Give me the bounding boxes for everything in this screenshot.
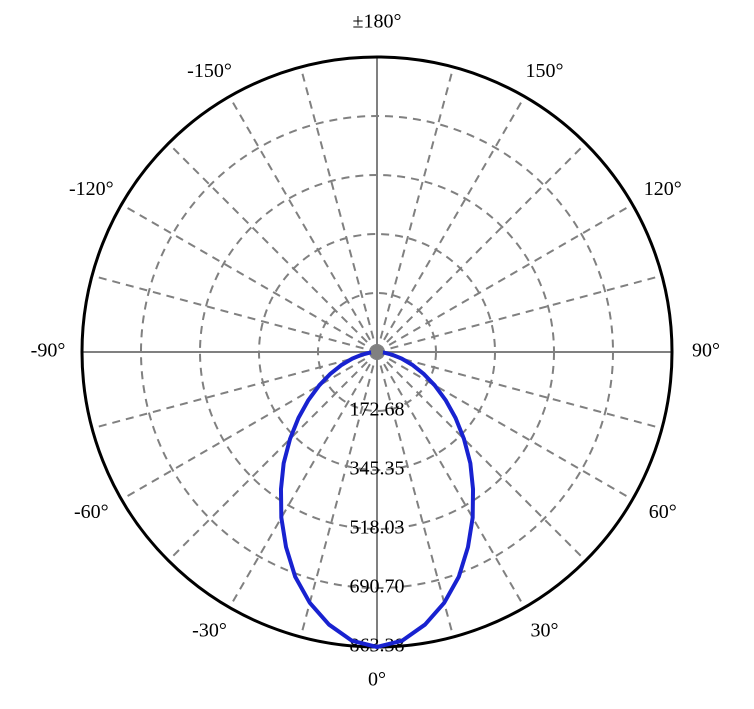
angle-label: -120°: [69, 178, 114, 200]
angle-label: 0°: [368, 669, 386, 691]
angle-label: -150°: [187, 60, 232, 82]
angle-label: 120°: [644, 178, 682, 200]
angle-label: -60°: [74, 501, 109, 523]
angle-label: ±180°: [353, 11, 402, 33]
radial-label: 172.68: [350, 399, 405, 421]
radial-label: 518.03: [350, 517, 405, 539]
radial-label: 690.70: [350, 576, 405, 598]
angle-label: -90°: [31, 340, 66, 362]
angle-label: 90°: [692, 340, 720, 362]
radial-label: 345.35: [350, 458, 405, 480]
angle-label: -30°: [192, 619, 227, 641]
center-dot: [371, 346, 383, 358]
angle-label: 30°: [531, 619, 559, 641]
angle-label: 60°: [649, 501, 677, 523]
polar-chart: 172.68345.35518.03690.70863.38±180°-150°…: [0, 0, 754, 709]
angle-label: 150°: [526, 60, 564, 82]
